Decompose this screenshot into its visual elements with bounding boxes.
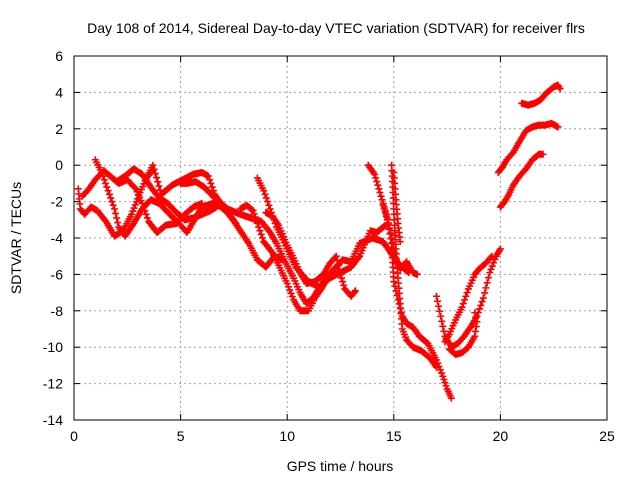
x-axis-label: GPS time / hours	[287, 458, 394, 474]
y-tick-label: -6	[51, 266, 64, 282]
marker-trail	[262, 209, 359, 300]
series-arc-19	[518, 81, 564, 109]
y-tick-label: -8	[51, 303, 64, 319]
marker-trail	[74, 167, 157, 240]
y-tick-label: 4	[55, 84, 63, 100]
y-tick-label: -4	[51, 230, 64, 246]
chart-title: Day 108 of 2014, Sidereal Day-to-day VTE…	[87, 20, 585, 36]
y-tick-label: 6	[55, 48, 63, 64]
y-tick-label: 2	[55, 121, 63, 137]
y-tick-label: -12	[43, 376, 63, 392]
marker-trail	[445, 309, 481, 358]
series-arc-5	[142, 161, 287, 271]
y-tick-label: 0	[55, 157, 63, 173]
marker-trail	[496, 150, 547, 211]
y-axis-ticks: -14 -12 -10 -8 -6 -4 -2 0 2 4 6	[43, 48, 607, 428]
series-arc-18	[496, 150, 547, 211]
marker-trail	[142, 161, 287, 271]
y-tick-label: -10	[43, 339, 63, 355]
y-tick-label: -2	[51, 194, 64, 210]
series-arc-16	[445, 309, 481, 358]
x-tick-label: 15	[386, 428, 402, 444]
x-axis-ticks: 0 5 10 15 20 25	[70, 56, 615, 444]
x-tick-label: 5	[177, 428, 185, 444]
data-markers	[74, 81, 564, 402]
marker-trail	[236, 201, 347, 315]
series-arc-13	[390, 168, 404, 246]
x-tick-label: 0	[70, 428, 78, 444]
series-arc-7	[236, 201, 347, 315]
series-arc-17	[494, 119, 562, 176]
marker-trail	[432, 245, 504, 351]
marker-trail	[390, 168, 404, 246]
marker-trail	[388, 161, 440, 371]
y-tick-label: -14	[43, 412, 63, 428]
series-arc-6	[177, 178, 413, 308]
x-tick-label: 25	[599, 428, 615, 444]
series-arc-15	[441, 252, 496, 346]
series-arc-14	[432, 245, 504, 351]
marker-trail	[494, 119, 562, 176]
series-arc-1	[74, 167, 157, 240]
marker-trail	[441, 252, 496, 346]
marker-trail	[177, 178, 413, 308]
series-arc-9	[262, 209, 359, 300]
grid-lines	[74, 56, 607, 420]
x-tick-label: 20	[493, 428, 509, 444]
series-arc-12	[388, 161, 440, 371]
x-tick-label: 10	[279, 428, 295, 444]
y-axis-label: SDTVAR / TECUs	[8, 182, 24, 294]
marker-trail	[518, 81, 564, 109]
